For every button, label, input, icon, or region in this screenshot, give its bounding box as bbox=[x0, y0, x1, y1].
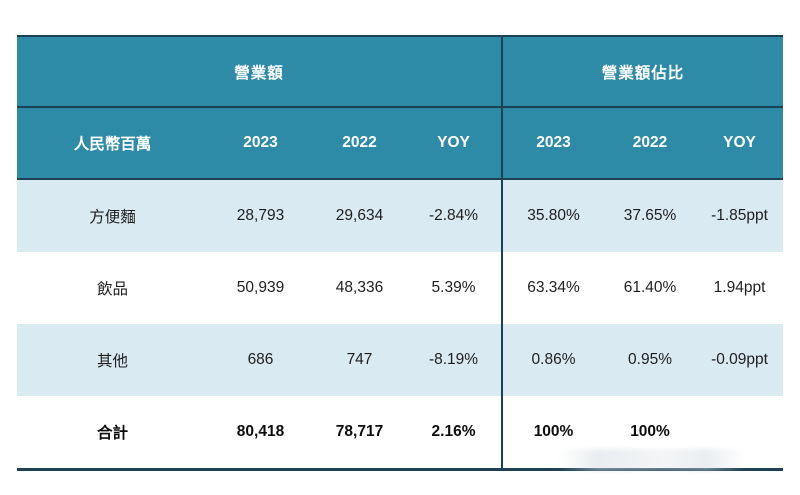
column-header-2022-revenue: 2022 bbox=[313, 107, 406, 180]
data-cell: 29,634 bbox=[313, 179, 406, 252]
column-header-2023-revenue: 2023 bbox=[208, 107, 313, 180]
row-label: 其他 bbox=[17, 324, 208, 396]
data-cell: -2.84% bbox=[406, 179, 503, 252]
data-cell: 37.65% bbox=[604, 179, 697, 252]
column-header-2023-share: 2023 bbox=[501, 107, 605, 180]
column-header-yoy-share: YOY bbox=[696, 107, 784, 180]
data-cell: 2.16% bbox=[406, 396, 503, 471]
group-header-revenue: 營業額 bbox=[17, 35, 503, 108]
data-cell: 100% bbox=[501, 396, 605, 471]
data-cell: 1.94ppt bbox=[696, 252, 784, 324]
data-cell: 0.86% bbox=[501, 324, 605, 396]
group-header-row: 營業額 營業額佔比 bbox=[17, 35, 784, 108]
data-cell: 78,717 bbox=[313, 396, 406, 471]
data-cell: 35.80% bbox=[501, 179, 605, 252]
column-header-row: 人民幣百萬 2023 2022 YOY 2023 2022 YOY bbox=[17, 107, 784, 180]
data-cell: -8.19% bbox=[406, 324, 503, 396]
data-cell: 80,418 bbox=[208, 396, 313, 471]
data-cell: 50,939 bbox=[208, 252, 313, 324]
data-cell: 100% bbox=[604, 396, 697, 471]
data-cell: 63.34% bbox=[501, 252, 605, 324]
column-header-unit: 人民幣百萬 bbox=[17, 107, 208, 180]
data-cell: -0.09ppt bbox=[696, 324, 784, 396]
data-cell: 48,336 bbox=[313, 252, 406, 324]
column-header-2022-share: 2022 bbox=[604, 107, 697, 180]
data-cell: 5.39% bbox=[406, 252, 503, 324]
table-row-instant-noodles: 方便麵 28,793 29,634 -2.84% 35.80% 37.65% -… bbox=[17, 179, 784, 252]
data-cell: 747 bbox=[313, 324, 406, 396]
data-cell: 28,793 bbox=[208, 179, 313, 252]
data-cell: 686 bbox=[208, 324, 313, 396]
row-label: 合計 bbox=[17, 396, 208, 471]
data-cell: 0.95% bbox=[604, 324, 697, 396]
row-label: 飲品 bbox=[17, 252, 208, 324]
row-label: 方便麵 bbox=[17, 179, 208, 252]
table-row-total: 合計 80,418 78,717 2.16% 100% 100% bbox=[17, 396, 784, 471]
data-cell: -1.85ppt bbox=[696, 179, 784, 252]
revenue-table: 營業額 營業額佔比 人民幣百萬 2023 2022 YOY 2023 2022 … bbox=[17, 35, 784, 471]
column-header-yoy-revenue: YOY bbox=[406, 107, 503, 180]
table-row-others: 其他 686 747 -8.19% 0.86% 0.95% -0.09ppt bbox=[17, 324, 784, 396]
group-header-revenue-share: 營業額佔比 bbox=[501, 35, 784, 108]
data-cell: 61.40% bbox=[604, 252, 697, 324]
data-cell bbox=[696, 396, 784, 471]
table-row-beverages: 飲品 50,939 48,336 5.39% 63.34% 61.40% 1.9… bbox=[17, 252, 784, 324]
